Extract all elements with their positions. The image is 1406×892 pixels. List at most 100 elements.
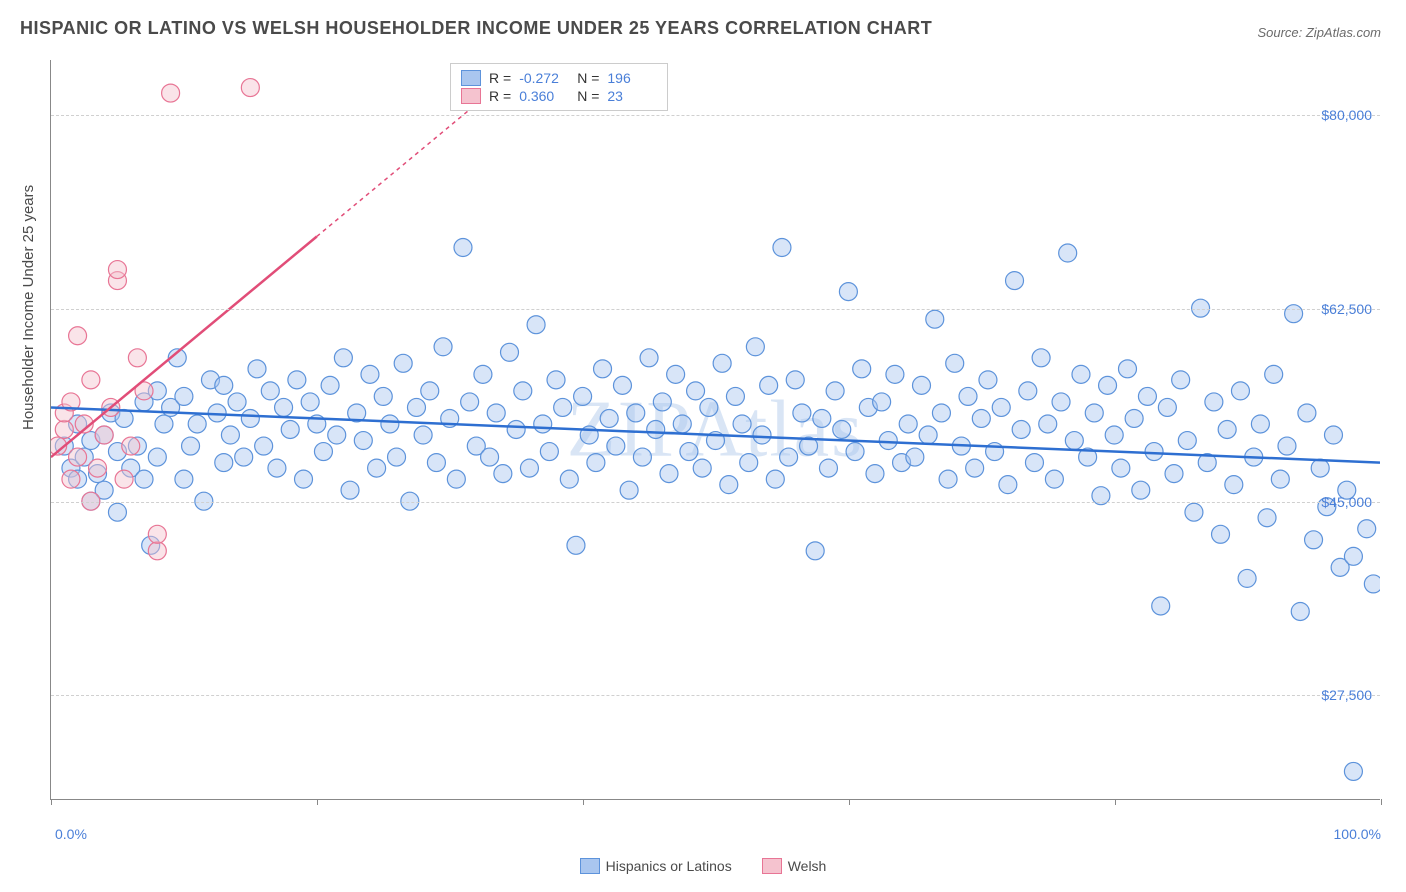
data-point (680, 443, 698, 461)
legend-swatch-icon (461, 70, 481, 86)
data-point (1305, 531, 1323, 549)
data-point (441, 409, 459, 427)
watermark: ZIPAtlas (567, 384, 865, 475)
x-tick (1381, 799, 1382, 805)
data-point (122, 459, 140, 477)
data-point (434, 338, 452, 356)
legend-stats: R = -0.272 N = 196 R = 0.360 N = 23 (450, 63, 668, 111)
data-point (69, 415, 87, 433)
data-point (102, 404, 120, 422)
data-point (268, 459, 286, 477)
x-tick (317, 799, 318, 805)
data-point (932, 404, 950, 422)
data-point (766, 470, 784, 488)
legend-r-value: -0.272 (519, 70, 569, 86)
data-point (693, 459, 711, 477)
gridline (51, 115, 1380, 116)
data-point (580, 426, 598, 444)
data-point (1045, 470, 1063, 488)
data-point (421, 382, 439, 400)
data-point (155, 415, 173, 433)
plot-area: ZIPAtlas $27,500$45,000$62,500$80,000 (50, 60, 1380, 800)
data-point (1291, 603, 1309, 621)
data-point (55, 404, 73, 422)
data-point (1132, 481, 1150, 499)
data-point (162, 84, 180, 102)
data-point (594, 360, 612, 378)
data-point (1271, 470, 1289, 488)
x-axis-min-label: 0.0% (55, 826, 87, 842)
data-point (839, 283, 857, 301)
data-point (753, 426, 771, 444)
data-point (826, 382, 844, 400)
data-point (946, 354, 964, 372)
data-point (1311, 459, 1329, 477)
data-point (846, 443, 864, 461)
data-point (534, 415, 552, 433)
legend-swatch-icon (461, 88, 481, 104)
data-point (613, 376, 631, 394)
data-point (1072, 365, 1090, 383)
data-point (361, 365, 379, 383)
data-point (108, 443, 126, 461)
data-point (760, 376, 778, 394)
data-point (574, 387, 592, 405)
data-point (148, 542, 166, 560)
data-point (1145, 443, 1163, 461)
data-point (1205, 393, 1223, 411)
x-tick (1115, 799, 1116, 805)
data-point (1032, 349, 1050, 367)
data-point (1158, 398, 1176, 416)
data-point (1258, 509, 1276, 527)
data-point (733, 415, 751, 433)
data-point (540, 443, 558, 461)
legend-n-value: 23 (607, 88, 657, 104)
data-point (1251, 415, 1269, 433)
data-point (1265, 365, 1283, 383)
y-tick-label: $80,000 (1321, 107, 1372, 123)
legend-item-label: Hispanics or Latinos (606, 858, 732, 874)
data-point (62, 459, 80, 477)
data-point (407, 398, 425, 416)
data-point (102, 398, 120, 416)
data-point (587, 454, 605, 472)
data-point (600, 409, 618, 427)
data-point (1185, 503, 1203, 521)
data-point (288, 371, 306, 389)
data-point (221, 426, 239, 444)
data-point (148, 382, 166, 400)
legend-stats-row: R = -0.272 N = 196 (461, 70, 657, 86)
data-point (175, 470, 193, 488)
y-tick-label: $45,000 (1321, 494, 1372, 510)
data-point (75, 415, 93, 433)
data-point (481, 448, 499, 466)
data-point (999, 476, 1017, 494)
data-point (308, 415, 326, 433)
data-point (959, 387, 977, 405)
data-point (248, 360, 266, 378)
data-point (261, 382, 279, 400)
data-point (1331, 558, 1349, 576)
data-point (620, 481, 638, 499)
data-point (494, 465, 512, 483)
data-point (979, 371, 997, 389)
data-point (215, 376, 233, 394)
data-point (866, 465, 884, 483)
data-point (873, 393, 891, 411)
data-point (647, 421, 665, 439)
legend-r-label: R = (489, 70, 511, 86)
data-point (640, 349, 658, 367)
chart-svg (51, 60, 1380, 799)
data-point (886, 365, 904, 383)
data-point (707, 432, 725, 450)
legend-item: Hispanics or Latinos (580, 858, 732, 874)
data-point (1178, 432, 1196, 450)
data-point (89, 465, 107, 483)
data-point (1112, 459, 1130, 477)
data-point (1198, 454, 1216, 472)
data-point (381, 415, 399, 433)
data-point (740, 454, 758, 472)
data-point (673, 415, 691, 433)
data-point (1152, 597, 1170, 615)
data-point (115, 409, 133, 427)
